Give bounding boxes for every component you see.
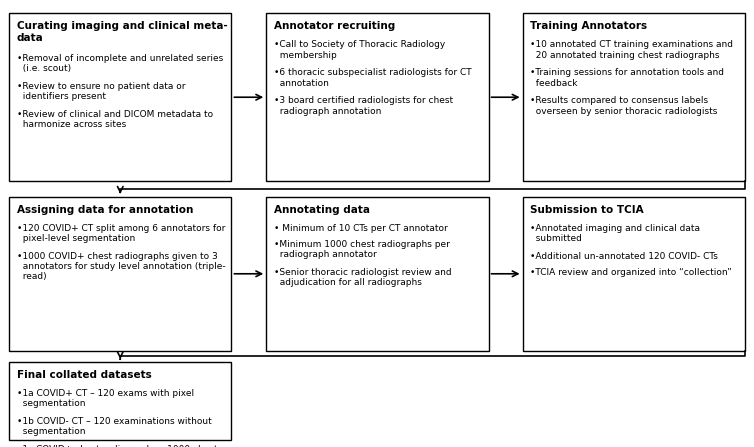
Text: Assigning data for annotation: Assigning data for annotation <box>17 205 193 215</box>
Text: •Senior thoracic radiologist review and
  adjudication for all radiographs: •Senior thoracic radiologist review and … <box>274 268 452 287</box>
Text: •Minimum 1000 chest radiographs per
  radiograph annotator: •Minimum 1000 chest radiographs per radi… <box>274 240 449 259</box>
Bar <box>523 13 745 181</box>
Text: •TCIA review and organized into “collection”: •TCIA review and organized into “collect… <box>530 268 732 277</box>
Text: Final collated datasets: Final collated datasets <box>17 370 152 380</box>
Text: • Minimum of 10 CTs per CT annotator: • Minimum of 10 CTs per CT annotator <box>274 224 447 232</box>
Text: •Review of clinical and DICOM metadata to
  harmonize across sites: •Review of clinical and DICOM metadata t… <box>17 110 213 129</box>
Text: •6 thoracic subspecialist radiologists for CT
  annotation: •6 thoracic subspecialist radiologists f… <box>274 68 471 88</box>
Bar <box>9 362 231 440</box>
Text: •1c COVID+ chest radiographs – 1000 chest
  radiographs with three independent s: •1c COVID+ chest radiographs – 1000 ches… <box>17 445 217 447</box>
Bar <box>266 13 489 181</box>
Text: Annotator recruiting: Annotator recruiting <box>274 21 395 31</box>
Text: •1b COVID- CT – 120 examinations without
  segmentation: •1b COVID- CT – 120 examinations without… <box>17 417 211 436</box>
Text: •1000 COVID+ chest radiographs given to 3
  annotators for study level annotatio: •1000 COVID+ chest radiographs given to … <box>17 252 225 281</box>
Text: •Annotated imaging and clinical data
  submitted: •Annotated imaging and clinical data sub… <box>530 224 700 243</box>
Bar <box>523 197 745 351</box>
Text: •1a COVID+ CT – 120 exams with pixel
  segmentation: •1a COVID+ CT – 120 exams with pixel seg… <box>17 389 194 409</box>
Text: •Review to ensure no patient data or
  identifiers present: •Review to ensure no patient data or ide… <box>17 82 185 101</box>
Text: •10 annotated CT training examinations and
  20 annotated training chest radiogr: •10 annotated CT training examinations a… <box>530 40 733 60</box>
Text: •Additional un-annotated 120 COVID- CTs: •Additional un-annotated 120 COVID- CTs <box>530 252 718 261</box>
Bar <box>9 197 231 351</box>
Text: Training Annotators: Training Annotators <box>530 21 647 31</box>
Text: •120 COVID+ CT split among 6 annotators for
  pixel-level segmentation: •120 COVID+ CT split among 6 annotators … <box>17 224 225 243</box>
Bar <box>266 197 489 351</box>
Text: •Call to Society of Thoracic Radiology
  membership: •Call to Society of Thoracic Radiology m… <box>274 40 445 60</box>
Text: •3 board certified radiologists for chest
  radiograph annotation: •3 board certified radiologists for ches… <box>274 96 453 116</box>
Text: Annotating data: Annotating data <box>274 205 369 215</box>
Bar <box>9 13 231 181</box>
Text: Submission to TCIA: Submission to TCIA <box>530 205 644 215</box>
Text: •Training sessions for annotation tools and
  feedback: •Training sessions for annotation tools … <box>530 68 724 88</box>
Text: Curating imaging and clinical meta-
data: Curating imaging and clinical meta- data <box>17 21 228 42</box>
Text: •Removal of incomplete and unrelated series
  (i.e. scout): •Removal of incomplete and unrelated ser… <box>17 54 223 73</box>
Text: •Results compared to consensus labels
  overseen by senior thoracic radiologists: •Results compared to consensus labels ov… <box>530 96 718 116</box>
